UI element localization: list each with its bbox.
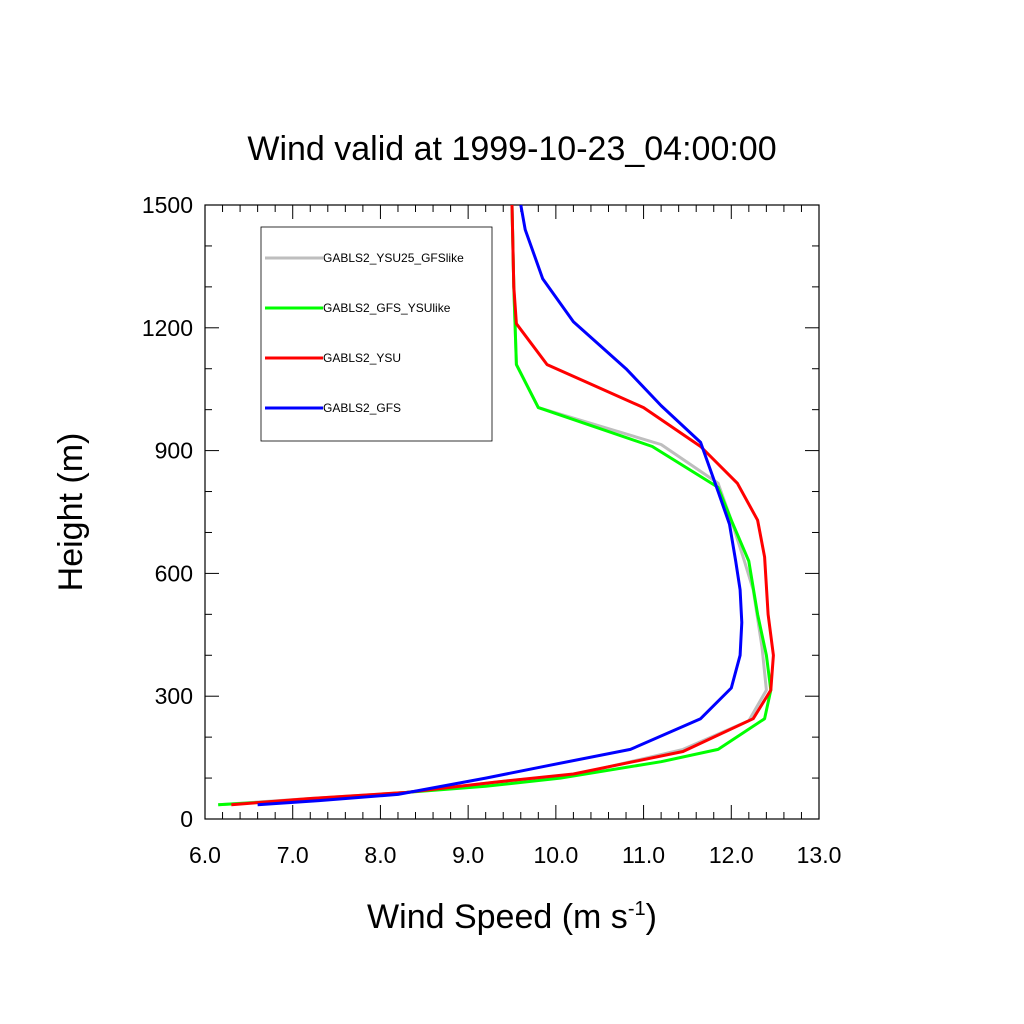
legend-label: GABLS2_GFS	[323, 401, 401, 415]
legend-label: GABLS2_GFS_YSUlike	[323, 301, 451, 315]
series-lines	[218, 204, 775, 807]
x-tick-label: 7.0	[277, 842, 309, 868]
series-line-gabls2-ysu	[231, 204, 775, 807]
chart-title: Wind valid at 1999-10-23_04:00:00	[247, 130, 776, 168]
y-tick-label: 1200	[142, 315, 193, 341]
x-axis-label-main: Wind Speed (m s	[367, 898, 628, 936]
y-axis-label: Height (m)	[52, 433, 90, 592]
legend: GABLS2_YSU25_GFSlike GABLS2_GFS_YSUlike GA…	[260, 226, 493, 442]
x-tick-label: 6.0	[189, 842, 221, 868]
x-axis-label-superscript: -1	[628, 898, 646, 920]
x-tick-label: 10.0	[533, 842, 578, 868]
series-line-gabls2-gfs-ysulike	[218, 204, 773, 807]
y-tick-label: 300	[155, 683, 193, 709]
y-tick-label: 900	[155, 438, 193, 464]
x-axis-label-end: )	[646, 898, 657, 936]
x-tick-label: 13.0	[797, 842, 842, 868]
x-axis-label: Wind Speed (m s-1)	[367, 898, 657, 936]
x-tick-label: 9.0	[452, 842, 484, 868]
legend-label: GABLS2_YSU25_GFSlike	[323, 251, 464, 265]
legend-label: GABLS2_YSU	[323, 351, 401, 365]
y-tick-label: 1500	[142, 192, 193, 218]
y-tick-label: 600	[155, 560, 193, 586]
legend-box	[260, 226, 493, 442]
series-line-gabls2-gfs	[257, 204, 744, 807]
y-tick-label: 0	[180, 806, 193, 832]
x-tick-label: 8.0	[364, 842, 396, 868]
tick-labels: 6.0 7.0 8.0 9.0 10.0 11.0 12.0 13.0 0 300 600 900 12…	[142, 192, 842, 868]
x-tick-label: 12.0	[709, 842, 754, 868]
x-tick-label: 11.0	[622, 842, 665, 868]
